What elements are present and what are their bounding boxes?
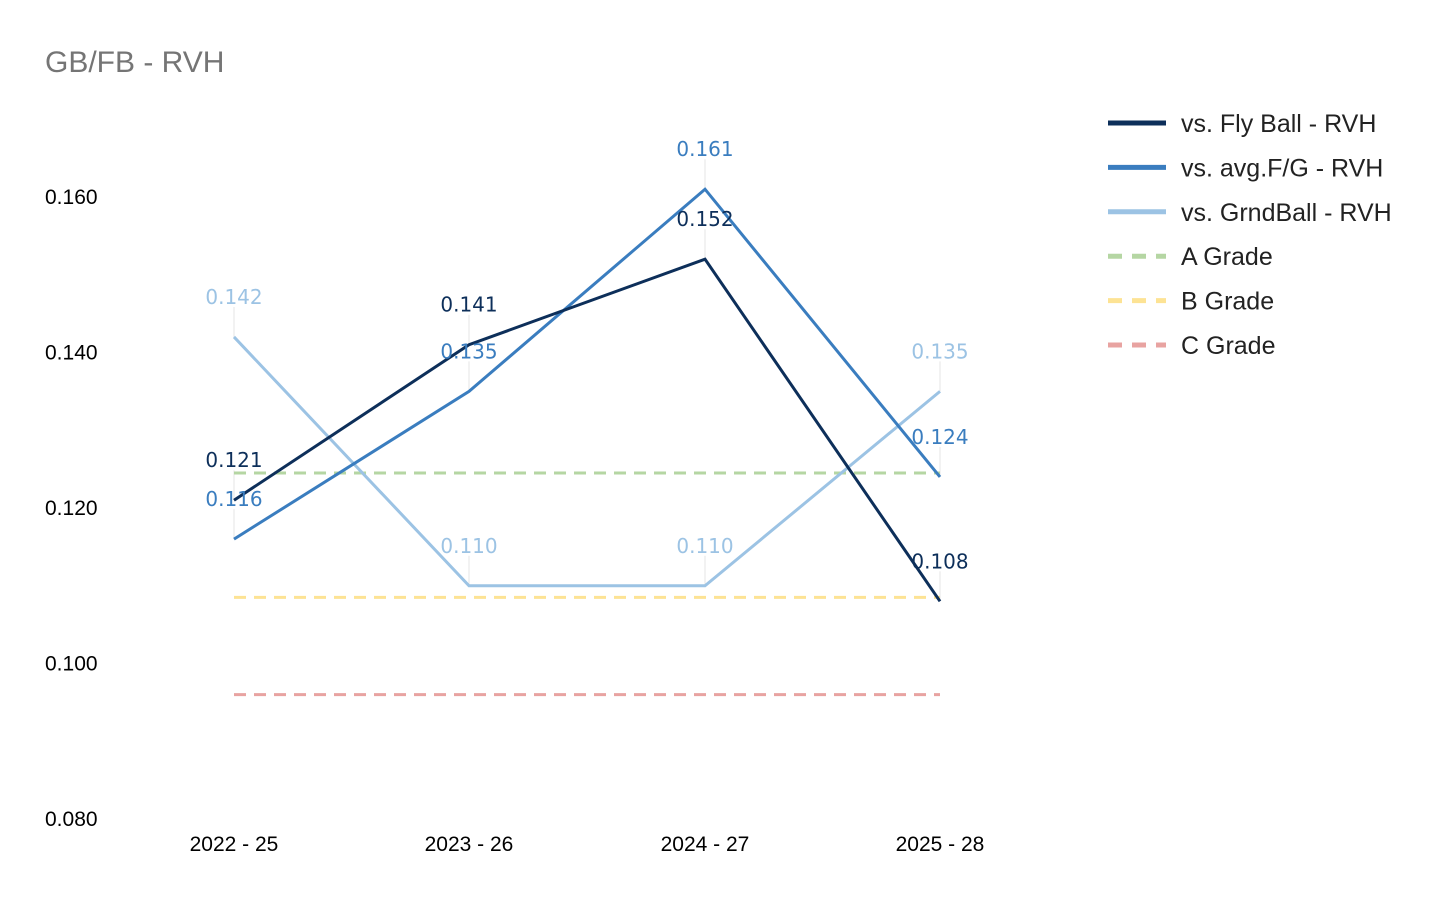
data-label: 0.141 [440,293,497,317]
y-tick-label: 0.160 [45,186,98,209]
plot-area: 0.121 0.141 0.152 0.108 0.116 0.135 0.161 0.124… [205,137,969,697]
legend-item: B Grade [1108,288,1274,316]
x-tick-label: 2025 - 28 [896,833,985,856]
data-label: 0.116 [205,487,262,511]
legend-item: vs. avg.F/G - RVH [1108,154,1383,182]
legend-item: A Grade [1108,243,1273,271]
data-label: 0.110 [676,534,733,558]
data-label: 0.142 [205,285,262,309]
chart-title: GB/FB - RVH [45,46,224,79]
x-tick-label: 2023 - 26 [425,833,514,856]
legend-item: vs. Fly Ball - RVH [1108,110,1376,138]
data-label: 0.108 [911,549,968,573]
legend-label: vs. GrndBall - RVH [1181,199,1392,227]
series-line-vs-avg-f-g-rvh [233,187,942,541]
legend-item: C Grade [1108,332,1275,360]
y-tick-label: 0.080 [45,808,98,831]
x-axis: 2022 - 25 2023 - 26 2024 - 27 2025 - 28 [190,833,985,856]
x-tick-label: 2022 - 25 [190,833,279,856]
data-label: 0.135 [440,339,497,363]
data-label: 0.121 [205,448,262,472]
legend-label: vs. avg.F/G - RVH [1181,154,1383,182]
data-label: 0.152 [676,207,733,231]
series-line-vs-fly-ball-rvh [233,257,942,603]
y-tick-label: 0.120 [45,497,98,520]
legend-label: A Grade [1181,243,1273,271]
legend: vs. Fly Ball - RVH vs. avg.F/G - RVH vs. G… [1108,110,1392,360]
y-tick-label: 0.140 [45,342,98,365]
y-tick-label: 0.100 [45,653,98,676]
legend-label: C Grade [1181,332,1275,360]
data-label: 0.161 [676,137,733,161]
legend-label: vs. Fly Ball - RVH [1181,110,1376,138]
legend-item: vs. GrndBall - RVH [1108,199,1392,227]
data-label: 0.124 [911,425,968,449]
data-label: 0.135 [911,339,968,363]
data-label: 0.110 [440,534,497,558]
label-leaders [233,159,941,602]
x-tick-label: 2024 - 27 [661,833,750,856]
legend-label: B Grade [1181,288,1274,316]
y-axis: 0.080 0.100 0.120 0.140 0.160 [45,186,98,831]
series-line-vs-grndball-rvh [232,335,941,588]
